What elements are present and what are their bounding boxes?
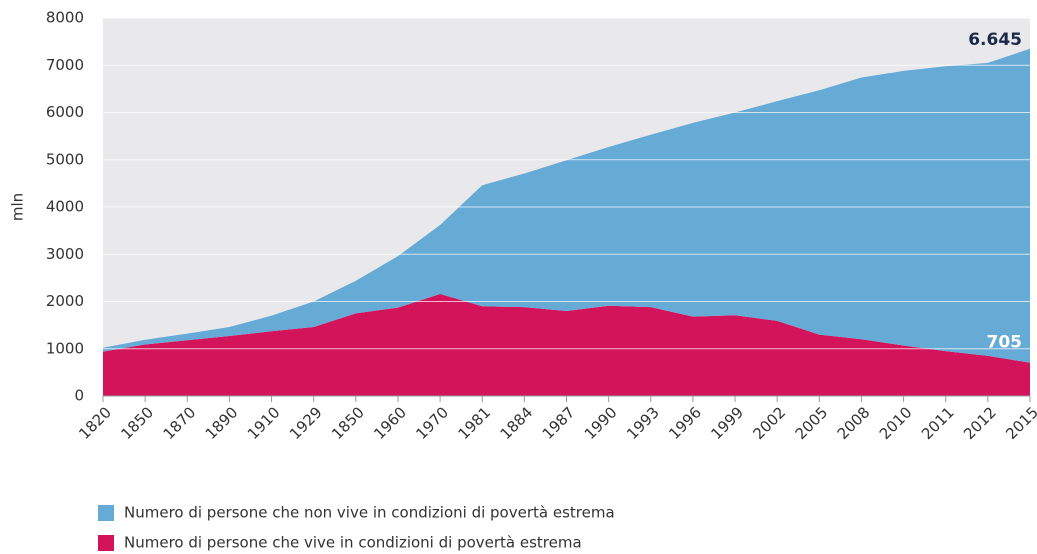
x-tick-label: 1850 <box>117 403 157 443</box>
x-tick-label: 2015 <box>1002 403 1037 443</box>
x-tick-label: 1990 <box>581 403 621 443</box>
x-tick-label: 1910 <box>244 403 284 443</box>
x-tick-label: 1970 <box>412 403 452 443</box>
x-tick-label: 1993 <box>623 403 663 443</box>
y-tick-label: 0 <box>74 387 84 405</box>
area <box>103 293 1030 396</box>
x-tick-label: 2011 <box>918 403 958 443</box>
x-tick-label: 2010 <box>876 403 916 443</box>
x-tick-label: 2005 <box>792 403 832 443</box>
y-tick-label: 6000 <box>46 103 84 121</box>
x-tick-label: 1960 <box>370 403 410 443</box>
legend-label: Numero di persone che vive in condizioni… <box>124 534 582 552</box>
x-tick-label: 2012 <box>960 403 1000 443</box>
y-axis-label: mln <box>9 193 27 221</box>
value-label: 6.645 <box>968 30 1022 50</box>
x-tick-label: 1996 <box>665 403 705 443</box>
x-tick-label: 1884 <box>497 403 537 443</box>
x-tick-label: 1999 <box>707 403 747 443</box>
x-tick-label: 2008 <box>834 403 874 443</box>
x-tick-label: 2002 <box>749 403 789 443</box>
legend-swatch <box>98 535 114 551</box>
legend-label: Numero di persone che non vive in condiz… <box>124 504 615 522</box>
area <box>103 48 1030 363</box>
x-tick-label: 1981 <box>455 403 495 443</box>
y-tick-label: 7000 <box>46 56 84 74</box>
y-tick-label: 8000 <box>46 9 84 27</box>
y-tick-label: 5000 <box>46 150 84 168</box>
y-tick-label: 3000 <box>46 245 84 263</box>
x-tick-label: 1987 <box>539 403 579 443</box>
y-tick-label: 1000 <box>46 339 84 357</box>
x-tick-label: 1890 <box>202 403 242 443</box>
y-tick-label: 2000 <box>46 292 84 310</box>
x-tick-label: 1870 <box>160 403 200 443</box>
x-tick-label: 1929 <box>286 403 326 443</box>
y-tick-label: 4000 <box>46 198 84 216</box>
legend-swatch <box>98 505 114 521</box>
x-tick-label: 1820 <box>75 403 115 443</box>
value-label: 705 <box>987 333 1023 353</box>
x-tick-label: 1850 <box>328 403 368 443</box>
